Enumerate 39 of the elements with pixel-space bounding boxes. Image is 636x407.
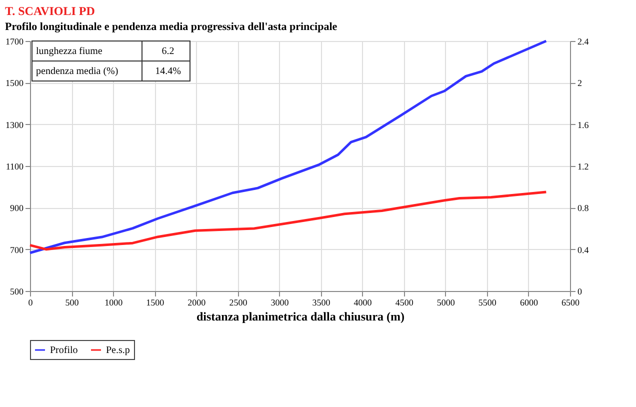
y-tick-label: 1100 bbox=[6, 162, 24, 172]
x-tick-label: 1500 bbox=[146, 298, 165, 308]
y2-tick-label: 0.8 bbox=[578, 203, 590, 214]
y2-tick-label: 2.4 bbox=[578, 36, 590, 46]
y2-tick-label: 0.4 bbox=[578, 244, 590, 255]
chart-subtitle: Profilo longitudinale e pendenza media progressiva dell'asta principale bbox=[5, 21, 338, 33]
chart-title: T. SCAVIOLI PD bbox=[5, 4, 96, 18]
x-tick-label: 3000 bbox=[270, 298, 290, 308]
x-tick-label: 4500 bbox=[395, 298, 414, 308]
x-tick-label: 2500 bbox=[229, 298, 248, 308]
annotation: lunghezza fiume bbox=[36, 46, 103, 57]
annotation: 6.2 bbox=[162, 46, 174, 57]
legend-label: Profilo bbox=[50, 345, 78, 356]
y-tick-label: 1300 bbox=[6, 120, 24, 130]
x-tick-label: 6000 bbox=[520, 298, 538, 308]
y-tick-label: 500 bbox=[10, 286, 24, 296]
x-tick-label: 3500 bbox=[312, 298, 331, 308]
annotation: 14.4% bbox=[155, 66, 181, 77]
y-tick-label: 1500 bbox=[6, 78, 24, 88]
line-series bbox=[28, 190, 548, 251]
y2-tick-label: 0 bbox=[578, 286, 582, 296]
y2-tick-label: 2 bbox=[578, 78, 582, 88]
y-tick-label: 700 bbox=[10, 244, 24, 255]
y-tick-label: 900 bbox=[10, 203, 24, 214]
x-tick-label: 6500 bbox=[562, 298, 580, 308]
x-tick-label: 2000 bbox=[188, 298, 206, 308]
x-tick-label: 5000 bbox=[436, 298, 456, 308]
y-tick-label: 1700 bbox=[6, 36, 24, 46]
x-tick-label: 500 bbox=[65, 298, 80, 308]
y2-tick-label: 1.6 bbox=[578, 120, 590, 130]
legend-label: Pe.s.p bbox=[106, 345, 130, 356]
y2-tick-label: 1.2 bbox=[578, 162, 589, 172]
x-tick-label: 5500 bbox=[478, 298, 497, 308]
x-tick-label: 0 bbox=[28, 298, 34, 308]
x-axis-title: distanza planimetrica dalla chiusura (m) bbox=[196, 310, 405, 324]
x-tick-label: 1000 bbox=[104, 298, 124, 308]
x-tick-label: 4000 bbox=[354, 298, 372, 308]
line-series bbox=[28, 40, 548, 254]
annotation: pendenza media (%) bbox=[36, 66, 118, 77]
